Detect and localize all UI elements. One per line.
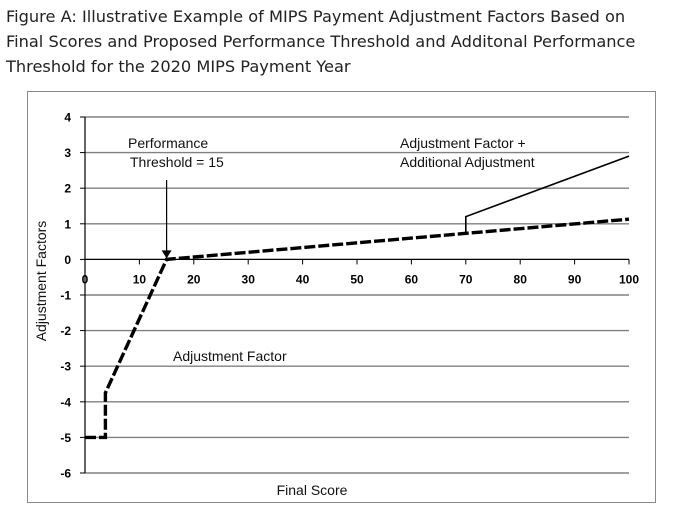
annotations: Performance Threshold = 15 Adjustment Fa… [128,135,535,364]
additional-adjustment-annotation-line-2: Additional Adjustment [400,154,535,170]
y-axis-label: Adjustment Factors [33,221,49,342]
figure-title-line-1: Figure A: Illustrative Example of MIPS P… [6,7,626,26]
x-tick-label: 50 [350,272,364,286]
x-tick-label: 20 [187,272,201,286]
threshold-arrow-head [161,250,172,259]
grid-lines [85,116,629,474]
y-tick-label: 2 [64,182,71,196]
figure-title: Figure A: Illustrative Example of MIPS P… [6,4,671,79]
x-tick-label: 30 [242,272,256,286]
y-tick-label: -1 [60,289,71,303]
threshold-annotation-line-1: Performance [128,135,208,151]
y-tick-label: 1 [64,217,71,231]
figure-title-line-2: Final Scores and Proposed Performance Th… [6,32,636,51]
additional-adjustment-annotation-line-1: Adjustment Factor + [400,135,526,151]
adjustment-factor-series-line [85,217,630,440]
x-tick-label: 90 [568,272,582,286]
chart-frame [27,91,656,503]
adjustment-factor-annotation: Adjustment Factor [173,348,287,364]
y-tick-label: -5 [60,431,71,445]
y-tick-label: 3 [64,146,71,160]
x-tick-label: 10 [133,272,147,286]
x-tick-label: 70 [459,272,473,286]
x-axis-label: Final Score [277,482,348,498]
figure-title-line-3: Threshold for the 2020 MIPS Payment Year [6,57,351,76]
y-tick-label: 0 [64,253,71,267]
y-tick-label: -6 [60,467,71,481]
y-tick-label: -4 [60,395,71,409]
x-tick-label: 0 [82,272,89,286]
y-tick-label: -2 [60,324,71,338]
series [85,155,630,440]
y-tick-label: -3 [60,360,71,374]
x-tick-label: 80 [514,272,528,286]
x-tick-label: 100 [619,272,639,286]
x-tick-label: 40 [296,272,310,286]
y-tick-label: 4 [64,111,71,125]
additional-adjustment-series-line [464,155,630,235]
threshold-annotation-line-2: Threshold = 15 [130,154,224,170]
x-tick-label: 60 [405,272,419,286]
